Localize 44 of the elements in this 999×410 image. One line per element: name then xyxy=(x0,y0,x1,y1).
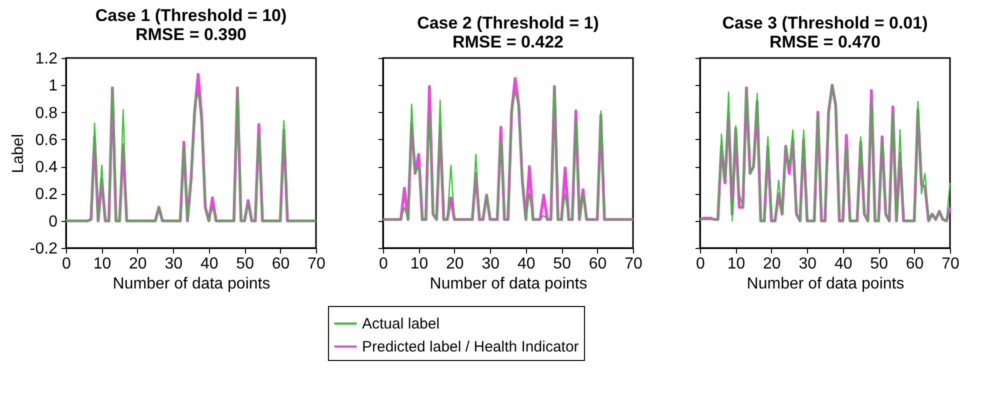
x-tick-label: 0 xyxy=(379,256,388,272)
x-tick-label: 20 xyxy=(129,256,147,272)
x-tick-label: 70 xyxy=(308,256,326,272)
x-tick-label: 10 xyxy=(410,256,428,272)
x-tick-label: 40 xyxy=(517,256,536,272)
x-tick-label: 30 xyxy=(798,256,817,272)
y-tick-label: 0 xyxy=(48,213,58,230)
x-tick-label: 50 xyxy=(870,256,888,272)
x-tick-label: 0 xyxy=(62,256,72,272)
x-tick-label: 20 xyxy=(446,256,464,272)
x-tick-label: 10 xyxy=(727,256,746,272)
x-tick-label: 30 xyxy=(164,256,183,272)
legend-label: Predicted label / Health Indicator xyxy=(362,338,579,356)
x-tick-label: 20 xyxy=(763,256,781,272)
x-tick-label: 50 xyxy=(553,256,572,272)
y-tick-label: 0.6 xyxy=(35,132,58,149)
x-tick-label: 50 xyxy=(236,256,254,272)
chart-title: Case 1 (Threshold = 10) xyxy=(95,6,287,25)
y-tick-label: 0.8 xyxy=(35,104,58,122)
x-tick-label: 0 xyxy=(696,256,706,272)
x-tick-label: 10 xyxy=(93,256,112,272)
x-tick-label: 60 xyxy=(588,256,607,272)
x-axis-title: Number of data points xyxy=(430,276,588,292)
chart-subtitle: RMSE = 0.422 xyxy=(452,32,564,52)
chart-title: Case 2 (Threshold = 1) xyxy=(417,14,599,32)
y-tick-label: 1 xyxy=(48,78,58,95)
x-tick-label: 70 xyxy=(624,256,642,272)
x-tick-label: 40 xyxy=(834,256,852,272)
x-tick-label: 30 xyxy=(482,256,500,272)
x-tick-label: 70 xyxy=(942,256,960,272)
x-tick-label: 60 xyxy=(906,256,924,272)
x-tick-label: 60 xyxy=(272,256,290,272)
x-tick-label: 40 xyxy=(200,256,218,272)
y-tick-label: 1.2 xyxy=(35,50,58,68)
x-axis-title: Number of data points xyxy=(112,276,270,292)
y-axis-title: Label xyxy=(10,134,27,174)
x-axis-title: Number of data points xyxy=(746,276,904,292)
y-tick-label: -0.2 xyxy=(30,240,58,258)
y-tick-label: 0.4 xyxy=(35,159,58,176)
legend-label: Actual label xyxy=(362,316,440,332)
y-tick-label: 0.2 xyxy=(35,186,58,204)
chart-subtitle: RMSE = 0.470 xyxy=(769,32,881,52)
chart-subtitle: RMSE = 0.390 xyxy=(135,25,247,44)
chart-title: Case 3 (Threshold = 0.01) xyxy=(722,14,928,32)
